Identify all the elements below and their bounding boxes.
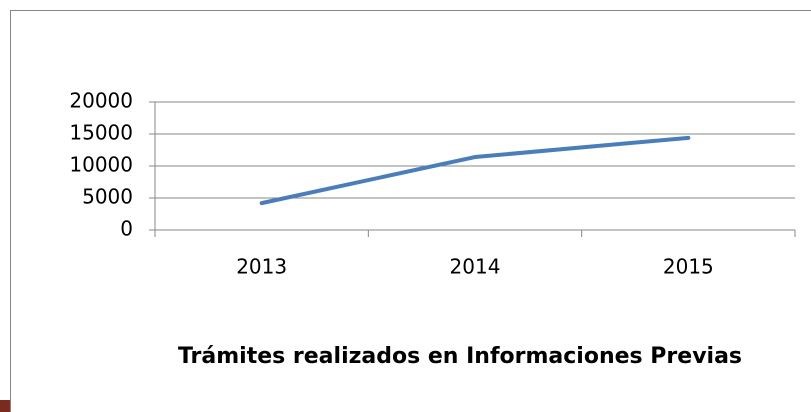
y-tick-label: 10000 bbox=[69, 153, 133, 177]
x-tick-label: 2014 bbox=[450, 255, 501, 279]
line-series bbox=[259, 135, 691, 206]
y-tick-label: 20000 bbox=[69, 89, 133, 113]
chart-title: Trámites realizados en Informaciones Pre… bbox=[177, 344, 743, 369]
x-tick-label: 2013 bbox=[236, 255, 287, 279]
corner-decoration bbox=[0, 400, 10, 412]
y-tick-label: 15000 bbox=[69, 121, 133, 145]
y-tick-label: 5000 bbox=[82, 185, 133, 209]
chart-frame bbox=[10, 10, 811, 412]
x-tick-label: 2015 bbox=[663, 255, 714, 279]
y-tick-label: 0 bbox=[120, 217, 133, 241]
